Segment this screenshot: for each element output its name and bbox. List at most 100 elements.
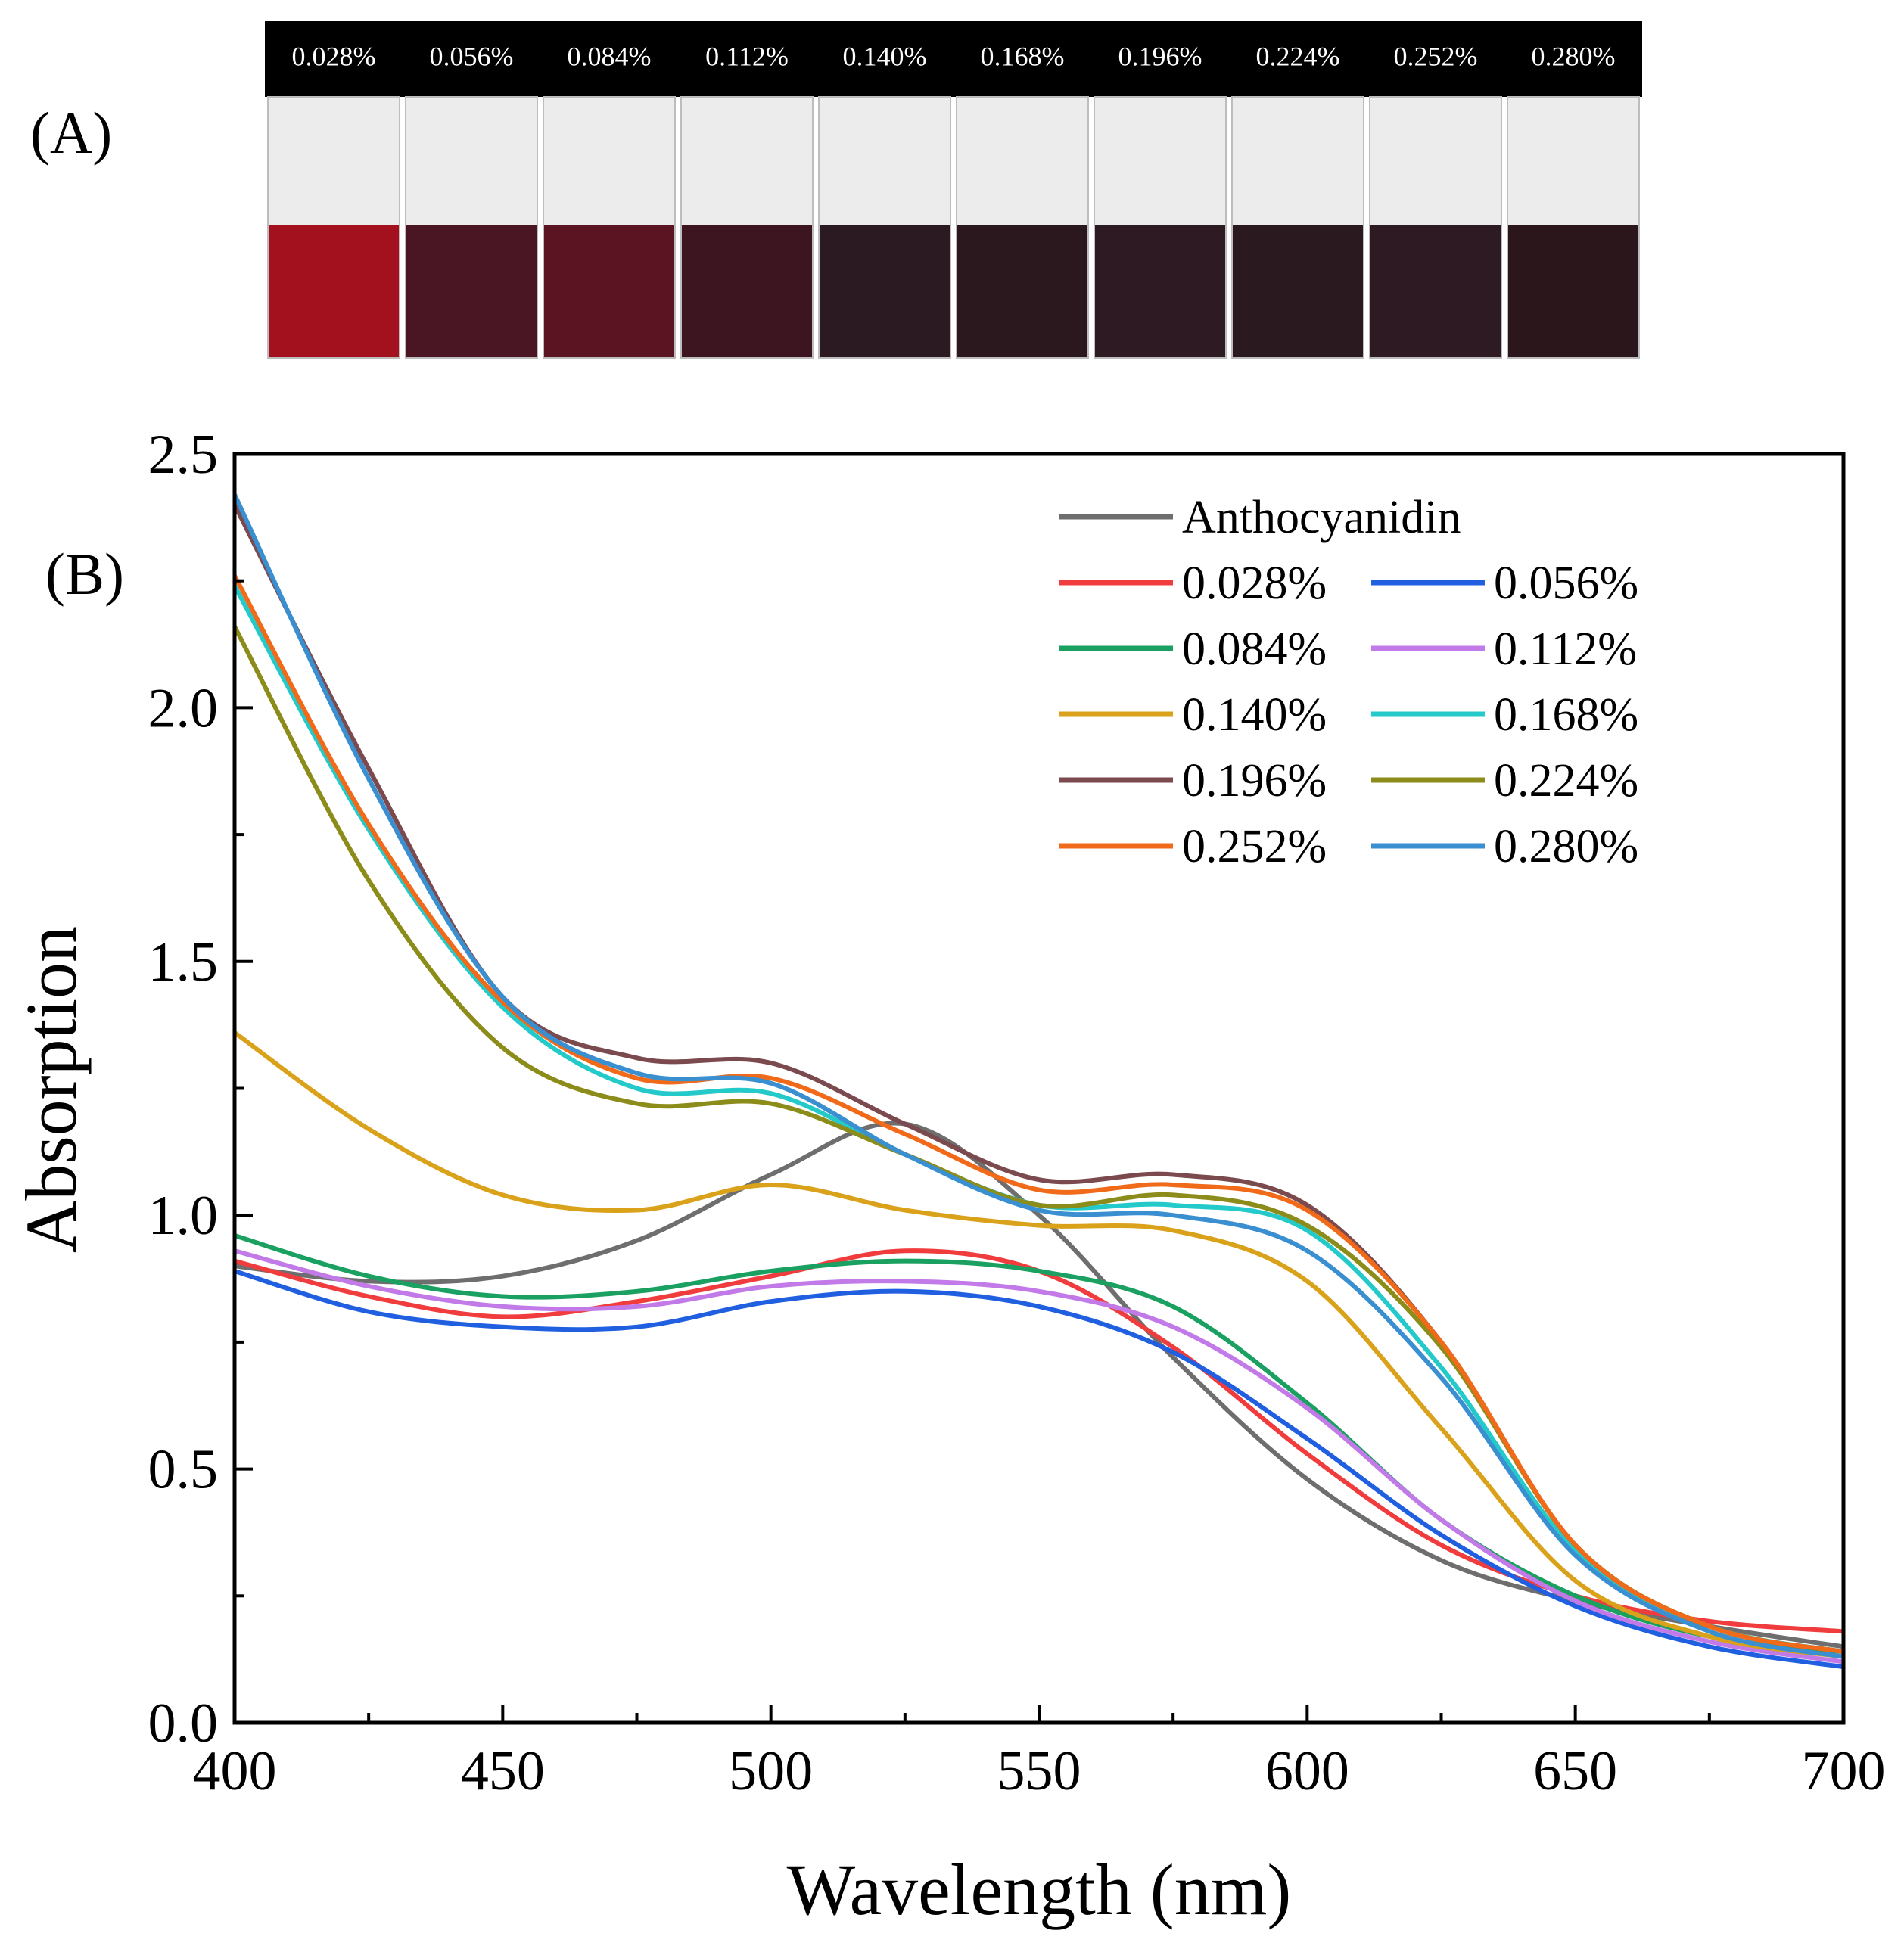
vial-solution	[1370, 225, 1501, 358]
vial-headspace	[1094, 97, 1226, 225]
y-tick-label: 0.0	[148, 1692, 219, 1755]
vial-glass	[1094, 96, 1227, 359]
vial-label: 0.140%	[843, 41, 927, 71]
series-line	[232, 574, 1844, 1655]
vial-label: 0.224%	[1256, 41, 1340, 71]
x-tick-label: 550	[997, 1740, 1081, 1802]
vial-headspace	[681, 97, 813, 225]
vial-solution	[268, 225, 400, 358]
panel-b: (B) 400 450 500 550 600 650 700 0.0 0.5 1.0 1.5 2.0…	[11, 424, 1886, 1930]
legend-label: 0.280%	[1494, 821, 1638, 872]
legend-label: 0.056%	[1494, 558, 1638, 609]
x-tick-label: 700	[1802, 1740, 1886, 1802]
vial-headspace	[406, 97, 537, 225]
vial-solution	[819, 225, 950, 358]
vial-label-strip	[265, 21, 1642, 97]
series-line	[232, 503, 1844, 1655]
panel-b-label: (B)	[45, 541, 124, 607]
vial-glass	[267, 96, 400, 359]
legend-entry: 0.168%	[1371, 689, 1638, 741]
vial-label: 0.028%	[292, 41, 376, 71]
plot-series	[232, 493, 1844, 1670]
vial-label: 0.196%	[1118, 41, 1202, 71]
x-tick-label: 450	[461, 1740, 545, 1802]
vial-solution	[406, 225, 537, 358]
vial-headspace	[268, 97, 400, 225]
vial-label: 0.084%	[568, 41, 652, 71]
vial-headspace	[1507, 97, 1639, 225]
legend-entry: 0.028%	[1059, 558, 1327, 609]
x-tick-label: 400	[193, 1740, 277, 1802]
vial: 0.252%	[1369, 41, 1502, 359]
vial: 0.168%	[956, 41, 1089, 359]
legend-entry: Anthocyanidin	[1059, 492, 1461, 543]
y-tick-label: 0.5	[148, 1439, 219, 1501]
legend-label: 0.168%	[1494, 689, 1638, 741]
series-line	[232, 493, 1844, 1659]
x-axis-title: Wavelength (nm)	[787, 1849, 1292, 1930]
legend-entry: 0.280%	[1371, 821, 1638, 872]
vial-glass	[680, 96, 814, 359]
x-tick-label: 650	[1533, 1740, 1617, 1802]
legend-label: Anthocyanidin	[1182, 492, 1461, 543]
vial-label: 0.280%	[1532, 41, 1616, 71]
panel-a: (A) 0.028% 0.056% 0.084% 0.112% 0.140% 0.168%…	[30, 21, 1642, 359]
y-tick-label: 2.5	[148, 424, 219, 486]
series-line	[234, 1233, 1844, 1655]
vial-headspace	[543, 97, 675, 225]
y-axis-title: Absorption	[11, 926, 92, 1253]
legend-entry: 0.140%	[1059, 689, 1327, 741]
legend-label: 0.028%	[1182, 558, 1327, 609]
series-line	[234, 1248, 1844, 1664]
series-line	[234, 1269, 1844, 1670]
legend-entry: 0.224%	[1371, 755, 1638, 807]
vial-glass	[1369, 96, 1502, 359]
legend-label: 0.140%	[1182, 689, 1327, 741]
vial-solution	[957, 225, 1088, 358]
legend-label: 0.252%	[1182, 821, 1327, 872]
vial-glass	[818, 96, 951, 359]
vial: 0.224%	[1231, 41, 1364, 359]
series-line	[233, 1030, 1844, 1659]
vial-label: 0.168%	[981, 41, 1065, 71]
legend: Anthocyanidin 0.028% 0.056% 0.084% 0.112% 0.1…	[1059, 492, 1638, 872]
vial-solution	[543, 225, 675, 358]
vial: 0.280%	[1507, 41, 1640, 359]
legend-label: 0.196%	[1182, 755, 1327, 807]
y-tick-label: 1.5	[148, 931, 219, 993]
vial-label: 0.056%	[430, 41, 514, 71]
vial: 0.112%	[680, 41, 814, 359]
legend-label: 0.112%	[1494, 623, 1637, 675]
panel-a-label: (A)	[30, 100, 112, 166]
y-tick-label: 1.0	[148, 1185, 219, 1247]
y-tick-label: 2.0	[148, 677, 219, 739]
legend-entry: 0.196%	[1059, 755, 1327, 807]
vial-solution	[1094, 225, 1226, 358]
vial-headspace	[1232, 97, 1364, 225]
vial: 0.028%	[267, 41, 400, 359]
vial: 0.056%	[405, 41, 538, 359]
vial-glass	[543, 96, 676, 359]
legend-entry: 0.112%	[1371, 623, 1637, 675]
axis-ticks: 400 450 500 550 600 650 700 0.0 0.5 1.0 1.5 2.0 2.5	[148, 424, 1886, 1802]
legend-label: 0.084%	[1182, 623, 1327, 675]
x-tick-label: 600	[1265, 1740, 1349, 1802]
x-tick-label: 500	[729, 1740, 813, 1802]
vial: 0.196%	[1094, 41, 1227, 359]
vial-headspace	[1370, 97, 1501, 225]
vial-solution	[681, 225, 813, 358]
vial-solution	[1232, 225, 1364, 358]
vial-glass	[1231, 96, 1364, 359]
vial-headspace	[819, 97, 950, 225]
vial-label: 0.112%	[705, 41, 789, 71]
series-line	[232, 584, 1844, 1655]
vial-glass	[405, 96, 538, 359]
vial-glass	[1507, 96, 1640, 359]
legend-entry: 0.084%	[1059, 623, 1327, 675]
vial: 0.140%	[818, 41, 951, 359]
vial: 0.084%	[543, 41, 676, 359]
vial-row: 0.028% 0.056% 0.084% 0.112% 0.140% 0.168% 0.19…	[267, 41, 1640, 359]
legend-entry: 0.056%	[1371, 558, 1638, 609]
vial-solution	[1507, 225, 1639, 358]
